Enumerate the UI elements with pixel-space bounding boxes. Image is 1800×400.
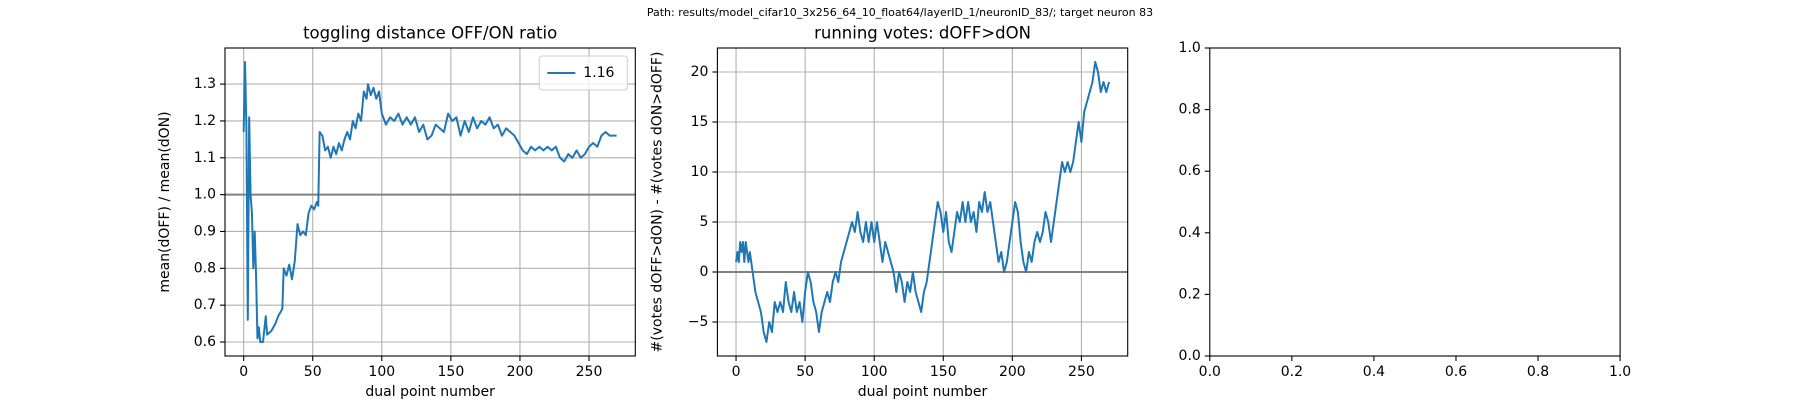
y-tick-label: 20 xyxy=(691,64,709,80)
y-tick-label: 0.2 xyxy=(1179,286,1201,302)
x-tick-label: 0.6 xyxy=(1445,364,1467,380)
axes-title: running votes: dOFF>dON xyxy=(814,24,1031,43)
y-tick-label: 0 xyxy=(699,264,708,280)
x-tick-label: 150 xyxy=(438,364,465,380)
axes-frame xyxy=(1209,47,1621,357)
y-tick-label: 1.3 xyxy=(194,76,216,92)
y-tick-label: 0.8 xyxy=(194,260,216,276)
x-tick-label: 100 xyxy=(861,364,888,380)
data-line xyxy=(242,61,617,343)
y-tick-label: 1.1 xyxy=(194,150,216,166)
y-tick-label: 0.6 xyxy=(194,334,216,350)
x-tick-label: 0 xyxy=(732,364,741,380)
y-tick-label: −5 xyxy=(688,314,709,330)
plot-area xyxy=(735,61,1111,343)
x-tick-label: 100 xyxy=(368,364,395,380)
y-axis-label: #(votes dOFF>dON) - #(votes dON>dOFF) xyxy=(649,52,665,353)
y-tick-label: 0.8 xyxy=(1179,102,1201,118)
y-tick-label: 0.4 xyxy=(1179,225,1201,241)
x-tick-label: 50 xyxy=(796,364,814,380)
legend-box xyxy=(538,55,628,91)
axes-frame xyxy=(716,47,1129,357)
x-tick-label: 250 xyxy=(576,364,603,380)
axes-frame xyxy=(224,47,636,357)
x-tick-label: 0 xyxy=(239,364,248,380)
x-tick-label: 150 xyxy=(930,364,957,380)
y-axis-label: mean(dOFF) / mean(dON) xyxy=(157,111,173,292)
y-tick-label: 1.2 xyxy=(194,113,216,129)
legend-label: 1.16 xyxy=(583,65,614,81)
axes-title: toggling distance OFF/ON ratio xyxy=(303,24,557,43)
x-tick-label: 0.2 xyxy=(1281,364,1303,380)
x-tick-label: 50 xyxy=(304,364,322,380)
data-line xyxy=(735,61,1111,343)
y-tick-label: 5 xyxy=(699,214,708,230)
x-tick-label: 250 xyxy=(1068,364,1095,380)
suptitle: Path: results/model_cifar10_3x256_64_10_… xyxy=(647,6,1153,19)
x-tick-label: 0.4 xyxy=(1363,364,1385,380)
y-tick-label: 0.9 xyxy=(194,223,216,239)
y-tick-label: 1.0 xyxy=(1179,40,1201,56)
y-tick-label: 0.6 xyxy=(1179,163,1201,179)
x-tick-label: 1.0 xyxy=(1609,364,1631,380)
x-tick-label: 200 xyxy=(999,364,1026,380)
plot-area xyxy=(242,61,617,343)
x-axis-label: dual point number xyxy=(365,384,495,400)
y-tick-label: 15 xyxy=(691,114,709,130)
y-tick-label: 0.0 xyxy=(1179,348,1201,364)
x-tick-label: 0.0 xyxy=(1199,364,1221,380)
y-tick-label: 0.7 xyxy=(194,297,216,313)
y-tick-label: 1.0 xyxy=(194,187,216,203)
x-tick-label: 200 xyxy=(507,364,534,380)
x-axis-label: dual point number xyxy=(858,384,988,400)
x-tick-label: 0.8 xyxy=(1527,364,1549,380)
y-tick-label: 10 xyxy=(691,164,709,180)
